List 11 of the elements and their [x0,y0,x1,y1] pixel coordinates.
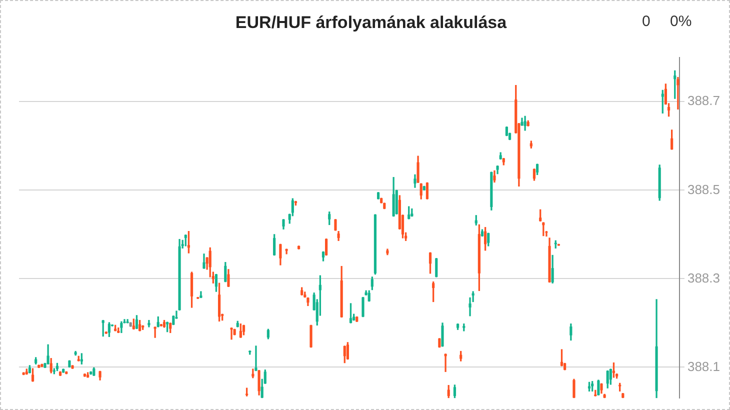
candlestick [148,320,150,328]
y-tick-label: 388.5 [687,182,720,197]
text: 0 [642,13,650,30]
y-tick-label: 388.1 [687,358,720,374]
candlestick [676,76,680,110]
candlestick [254,346,258,372]
text: 0% [670,13,692,30]
y-tick-label: 388.3 [687,270,720,286]
y-tick-label: 388.7 [687,93,720,108]
chart-title: EUR/HUF árfolyamának alakulása [235,12,508,32]
candlestick [230,327,233,340]
